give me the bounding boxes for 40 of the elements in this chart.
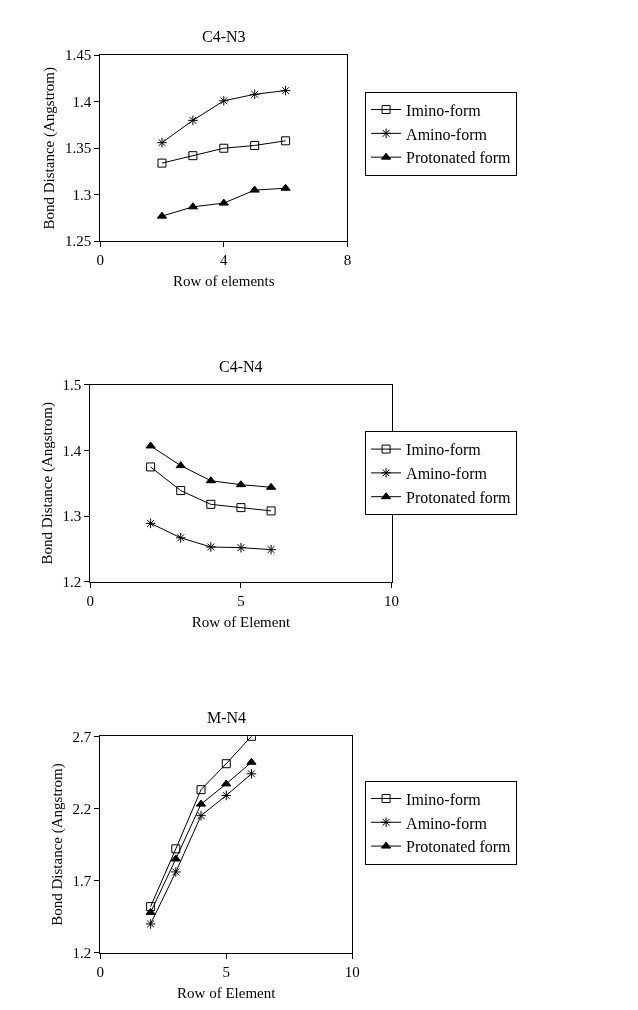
y-tick-label: 2.7 [72,728,92,745]
y-tick-label: 1.4 [62,442,82,459]
y-tick-label: 1.35 [64,140,92,157]
legend-label: Amino-form [406,125,488,143]
y-tick-label: 1.25 [64,233,92,250]
x-tick-label: 4 [220,252,229,269]
y-tick-label: 1.4 [72,93,92,110]
x-axis-title: Row of Element [177,984,277,1001]
x-tick-label: 0 [86,592,95,609]
y-tick-label: 1.3 [62,508,82,525]
y-axis-title: Bond Distance (Angstrom) [48,763,66,926]
x-axis-title: Row of elements [172,273,275,290]
y-tick-label: 1.2 [72,945,92,962]
chart-title: C4-N4 [219,358,263,375]
legend-label: Imino-form [406,101,482,119]
legend-label: Protonated form [406,838,512,856]
x-tick-label: 10 [344,963,360,980]
legend-label: Protonated form [406,149,512,167]
y-tick-label: 2.2 [72,800,92,817]
x-tick-label: 8 [343,252,352,269]
y-axis-title: Bond Distance (Angstrom) [41,67,59,230]
legend-label: Amino-form [406,465,488,483]
chart-title: M-N4 [207,709,247,726]
legend-label: Protonated form [406,488,512,506]
x-tick-label: 5 [222,963,230,980]
legend-label: Amino-form [406,814,488,832]
y-tick-label: 1.7 [72,872,92,889]
x-tick-label: 0 [96,963,104,980]
legend-label: Imino-form [406,790,482,808]
x-tick-label: 0 [96,252,104,269]
y-tick-label: 1.2 [62,574,82,591]
x-tick-label: 10 [384,592,400,609]
y-tick-label: 1.5 [62,377,82,394]
y-axis-title: Bond Distance (Angstrom) [38,402,56,565]
y-tick-label: 1.45 [64,47,92,64]
legend-label: Imino-form [406,441,482,459]
chart-title: C4-N3 [202,28,246,45]
y-tick-label: 1.3 [72,186,92,203]
x-axis-title: Row of Element [191,613,291,630]
x-tick-label: 5 [237,592,245,609]
